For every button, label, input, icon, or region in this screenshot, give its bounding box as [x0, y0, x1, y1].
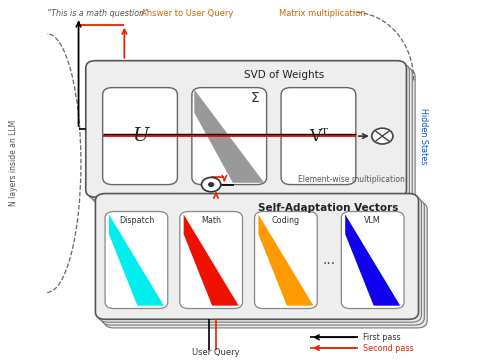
Text: N layers inside an LLM: N layers inside an LLM: [9, 120, 18, 206]
FancyBboxPatch shape: [281, 88, 355, 185]
Text: Vᵀ: Vᵀ: [308, 127, 327, 144]
FancyBboxPatch shape: [254, 211, 317, 308]
FancyBboxPatch shape: [105, 211, 167, 308]
FancyBboxPatch shape: [95, 194, 418, 319]
Text: Coding: Coding: [271, 216, 299, 225]
FancyBboxPatch shape: [86, 61, 406, 197]
Text: Math: Math: [201, 216, 221, 225]
Text: Matrix multiplication: Matrix multiplication: [278, 9, 364, 18]
Text: Element-wise multiplication: Element-wise multiplication: [297, 175, 404, 184]
Text: Hidden States: Hidden States: [418, 108, 427, 164]
Circle shape: [201, 177, 220, 192]
Text: Self-Adaptation Vectors: Self-Adaptation Vectors: [257, 203, 397, 213]
Text: Σ: Σ: [250, 91, 258, 105]
Polygon shape: [194, 89, 264, 183]
FancyBboxPatch shape: [103, 88, 177, 185]
Polygon shape: [109, 214, 164, 306]
Text: Answer to User Query: Answer to User Query: [141, 9, 233, 18]
Text: Second pass: Second pass: [363, 344, 413, 353]
FancyBboxPatch shape: [94, 69, 414, 206]
Polygon shape: [183, 214, 238, 306]
Polygon shape: [345, 214, 399, 306]
Polygon shape: [258, 214, 313, 306]
Text: Dispatch: Dispatch: [119, 216, 154, 225]
FancyBboxPatch shape: [89, 64, 408, 200]
FancyBboxPatch shape: [192, 88, 266, 185]
FancyBboxPatch shape: [101, 199, 424, 325]
FancyBboxPatch shape: [180, 211, 242, 308]
Text: “This is a math question”: “This is a math question”: [47, 9, 148, 18]
Circle shape: [208, 183, 213, 186]
Text: SVD of Weights: SVD of Weights: [244, 70, 324, 80]
Text: ...: ...: [322, 253, 335, 267]
FancyBboxPatch shape: [104, 202, 426, 328]
Text: First pass: First pass: [363, 333, 400, 342]
Text: U: U: [132, 127, 148, 145]
FancyBboxPatch shape: [98, 197, 421, 322]
FancyBboxPatch shape: [91, 66, 411, 203]
FancyBboxPatch shape: [341, 211, 403, 308]
Text: VLM: VLM: [363, 216, 380, 225]
Text: User Query: User Query: [192, 348, 239, 357]
Circle shape: [371, 128, 392, 144]
